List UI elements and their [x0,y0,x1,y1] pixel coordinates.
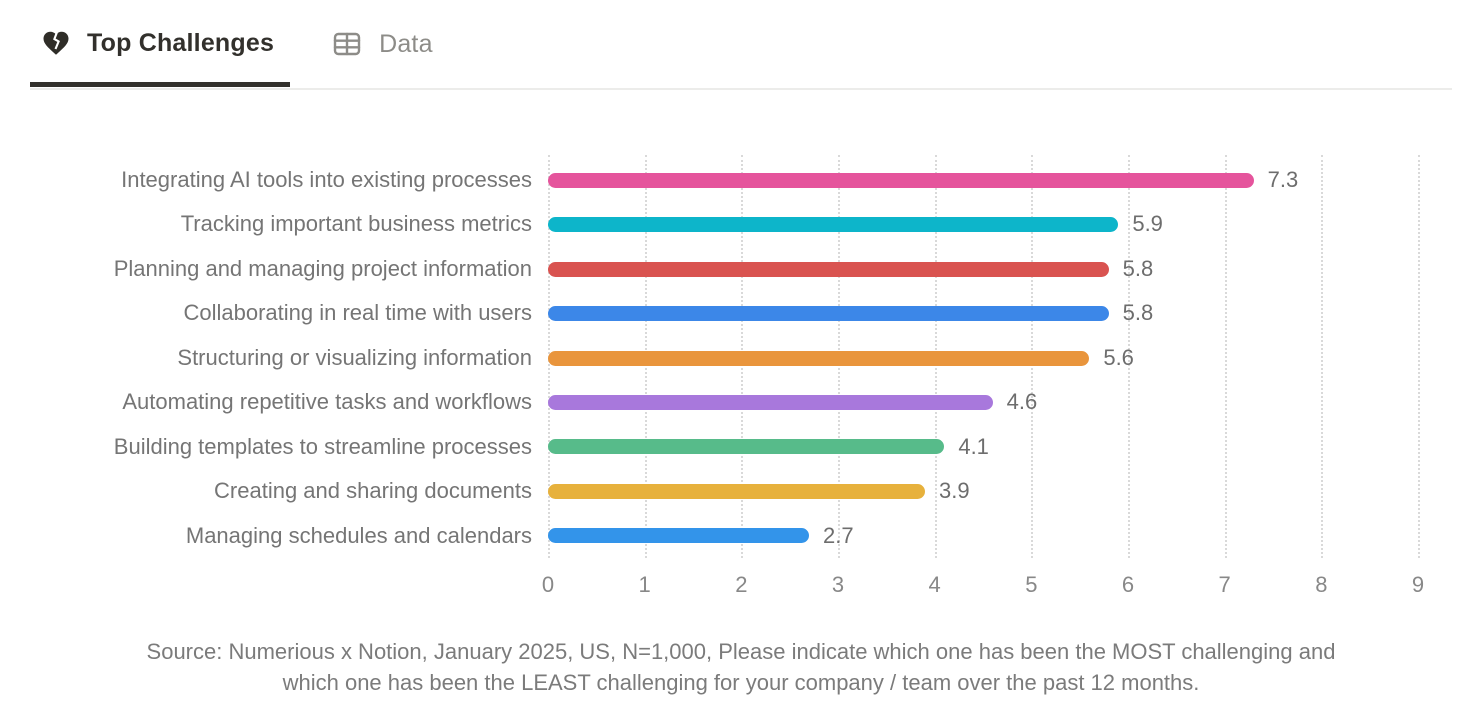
x-tick-label: 6 [1121,572,1135,597]
category-label: Building templates to streamline process… [113,433,532,459]
value-label: 5.8 [1122,255,1154,281]
bar[interactable] [548,439,945,455]
x-tick-label: 7 [1218,572,1231,597]
bar[interactable] [548,483,925,499]
category-label: Planning and managing project informatio… [113,255,532,281]
value-label: 5.9 [1132,211,1163,237]
x-tick-label: 0 [541,572,555,597]
category-label: Integrating AI tools into existing proce… [121,167,532,192]
bar[interactable] [548,306,1109,322]
bar[interactable] [548,261,1109,277]
value-label: 3.9 [939,478,970,504]
tab-bar-divider [30,88,1452,90]
value-label: 2.7 [823,522,854,548]
category-label: Creating and sharing documents [214,478,532,504]
value-label: 7.3 [1267,167,1299,192]
value-label: 4.1 [958,433,989,459]
value-label: 5.6 [1103,344,1134,370]
bar[interactable] [548,350,1090,366]
bar[interactable] [548,394,993,410]
category-label: Collaborating in real time with users [183,300,533,326]
x-tick-label: 9 [1411,572,1425,597]
tab-label-data: Data [379,29,433,58]
category-label: Automating repetitive tasks and workflow… [122,389,532,415]
tab-data[interactable]: Data [320,24,449,84]
x-tick-label: 8 [1315,572,1328,597]
value-label: 5.8 [1122,300,1154,326]
x-tick-label: 2 [735,572,748,597]
tab-bar: Top Challenges Data [30,24,449,87]
category-label: Tracking important business metrics [180,211,532,237]
category-label: Managing schedules and calendars [185,522,532,548]
tab-label-top-challenges: Top Challenges [87,28,275,57]
x-tick-label: 5 [1025,572,1038,597]
gridline [1224,155,1227,558]
bar[interactable] [548,172,1254,188]
broken-heart-icon [40,28,72,58]
source-note: Source: Numerious x Notion, January 2025… [0,636,1482,698]
source-line-2: which one has been the LEAST challenging… [282,670,1200,695]
x-tick-label: 3 [831,572,845,597]
gridline [1321,155,1324,558]
x-tick-label: 1 [638,572,651,597]
bar[interactable] [548,217,1119,233]
gridline [1128,155,1130,558]
bar[interactable] [548,528,809,544]
gridline [1418,155,1420,558]
x-tick-label: 4 [928,572,941,597]
table-icon [330,28,364,60]
value-label: 4.6 [1006,389,1038,415]
tab-top-challenges[interactable]: Top Challenges [30,24,291,87]
category-label: Structuring or visualizing information [177,344,532,370]
source-line-1: Source: Numerious x Notion, January 2025… [146,639,1336,664]
